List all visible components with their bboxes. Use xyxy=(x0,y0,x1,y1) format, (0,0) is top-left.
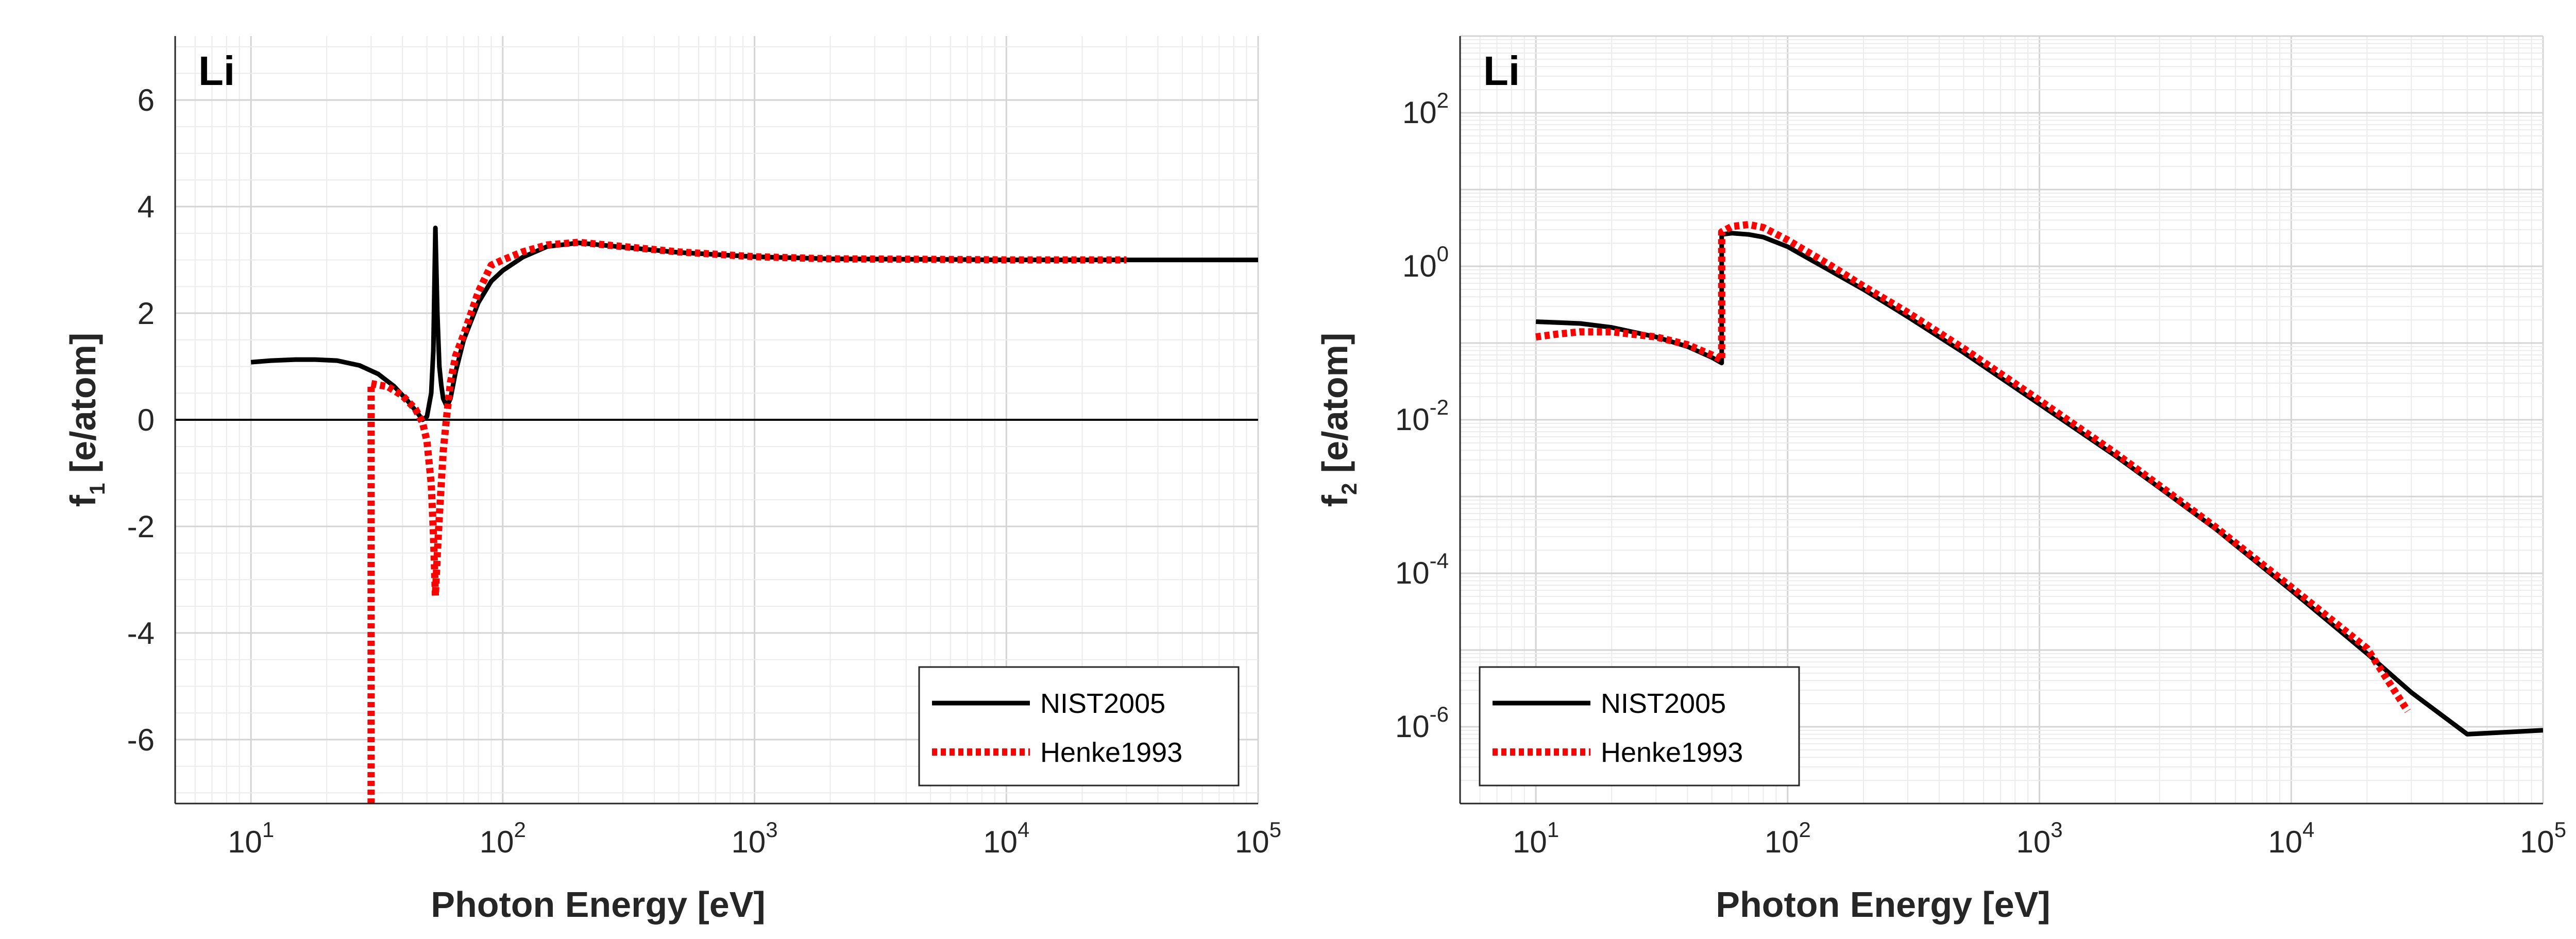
series-group xyxy=(250,226,1258,804)
series-line-henke1993 xyxy=(1535,220,2411,713)
legend-label: Henke1993 xyxy=(1040,737,1182,768)
y-tick-label: 10-4 xyxy=(1395,549,1449,590)
x-tick-label: 104 xyxy=(2268,817,2314,859)
x-tick-label: 101 xyxy=(228,817,274,859)
y-tick-label: 100 xyxy=(1402,242,1449,283)
x-tick-label: 101 xyxy=(1513,817,1559,859)
x-tick-label: 104 xyxy=(983,817,1029,859)
y-tick-label: -2 xyxy=(127,509,155,544)
y-axis-label: f1 [e/atom] xyxy=(63,333,109,507)
panel-title: Li xyxy=(198,48,235,94)
y-tick-label: -6 xyxy=(127,723,155,757)
x-tick-label: 102 xyxy=(480,817,526,859)
y-tick-label: 6 xyxy=(138,83,155,117)
y-tick-label: 2 xyxy=(138,296,155,331)
x-axis-label: Photon Energy [eV] xyxy=(431,884,765,925)
legend-label: NIST2005 xyxy=(1040,688,1165,719)
y-tick-label: -4 xyxy=(127,616,155,651)
f1-chart: 101 102 103 104 105 6 4 2 0 -2 -4 -6 Photon Energy [… xyxy=(63,36,1281,925)
panel-title: Li xyxy=(1483,48,1520,94)
y-tick-label: 10-6 xyxy=(1395,702,1449,744)
y-tick-label: 0 xyxy=(138,403,155,437)
legend-label: Henke1993 xyxy=(1601,737,1743,768)
legend-box xyxy=(1479,666,1800,787)
x-tick-label: 102 xyxy=(1765,817,1811,859)
series-line-henke1993 xyxy=(367,238,1127,804)
y-axis-label: f2 [e/atom] xyxy=(1315,333,1361,507)
x-tick-label: 103 xyxy=(732,817,778,859)
series-group xyxy=(1535,220,2543,737)
legend-box xyxy=(918,666,1240,787)
legend-label: NIST2005 xyxy=(1601,688,1726,719)
x-tick-label: 105 xyxy=(2520,817,2566,859)
x-axis-label: Photon Energy [eV] xyxy=(1716,884,2050,925)
y-tick-label: 102 xyxy=(1402,88,1449,130)
f2-chart: 101 102 103 104 105 102 100 10-2 10-4 10-6 Photon … xyxy=(1315,35,2566,925)
x-tick-label: 105 xyxy=(1235,817,1281,859)
x-tick-label: 103 xyxy=(2016,817,2063,859)
y-tick-label: 10-2 xyxy=(1395,395,1449,437)
legend: NIST2005 Henke1993 xyxy=(918,666,1240,787)
y-tick-label: 4 xyxy=(138,190,155,224)
legend: NIST2005 Henke1993 xyxy=(1479,666,1800,787)
